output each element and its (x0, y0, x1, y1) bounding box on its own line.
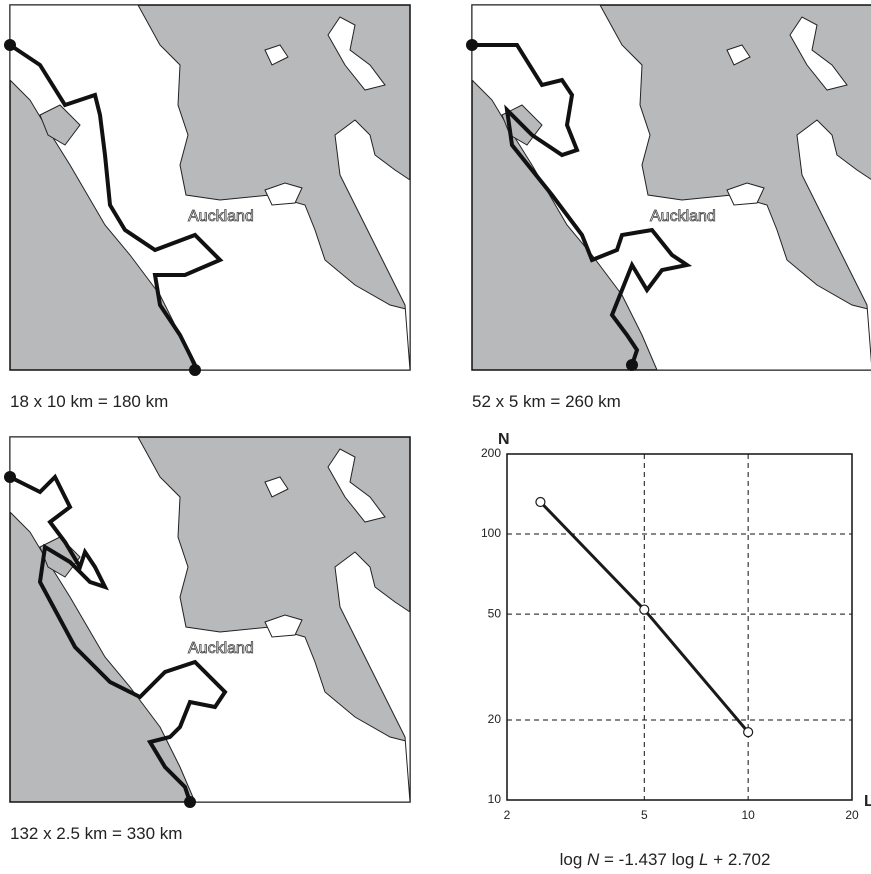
data-point (535, 496, 546, 508)
equation-part: N (587, 850, 600, 869)
map-label: Auckland (188, 208, 254, 225)
equation-part: + 2.702 (708, 850, 770, 869)
y-tick-label: 10 (488, 792, 502, 806)
map: Auckland (466, 4, 871, 371)
plot-frame (506, 453, 853, 801)
equation-part: L (699, 850, 708, 869)
map-label: Auckland (188, 640, 254, 657)
y-tick-label: 200 (481, 446, 501, 460)
equation-part: log (560, 850, 587, 869)
y-tick-label: 50 (488, 606, 502, 620)
x-axis-label: L (864, 793, 871, 810)
equation-part: = -1.437 log (599, 850, 699, 869)
map: Auckland (4, 436, 411, 808)
map-label: Auckland (650, 208, 716, 225)
data-point (743, 727, 754, 738)
map-caption: 132 x 2.5 km = 330 km (10, 824, 182, 843)
chart: N L log N = -1.437 log L + 2.702 10 20 50 1… (481, 431, 871, 869)
map: Auckland (4, 4, 411, 376)
x-tick-label: 5 (641, 808, 648, 822)
equation: log N = -1.437 log L + 2.702 (560, 850, 771, 869)
y-tick-label: 20 (488, 712, 502, 726)
map-caption: 52 x 5 km = 260 km (472, 392, 621, 411)
y-tick-label: 100 (481, 526, 501, 540)
y-axis-label: N (498, 431, 510, 448)
data-point (639, 604, 650, 615)
x-tick-label: 2 (504, 808, 511, 822)
x-tick-label: 10 (741, 808, 755, 822)
x-tick-label: 20 (845, 808, 859, 822)
map-caption: 18 x 10 km = 180 km (10, 392, 168, 411)
